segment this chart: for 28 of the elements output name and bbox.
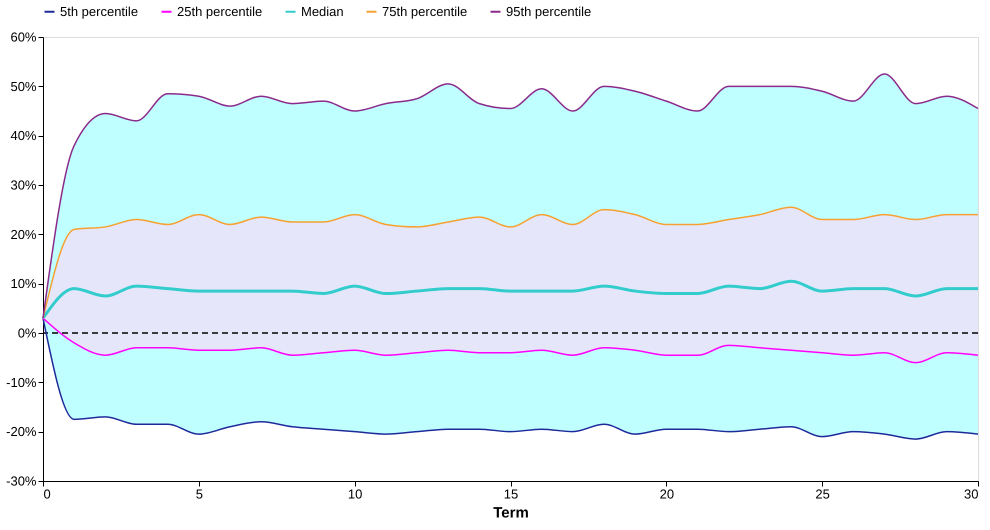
y-tick-label: 30% [10, 178, 37, 192]
y-tick-label: -20% [6, 424, 37, 440]
line-series [42, 73, 979, 319]
legend-label: Median [301, 4, 344, 19]
legend-label: 5th percentile [60, 4, 138, 19]
x-tick-label: 5 [196, 486, 203, 502]
x-tick-label: 10 [348, 486, 362, 502]
x-tick-label: 0 [44, 486, 51, 502]
y-tick-label: -30% [6, 474, 37, 488]
y-tick-label: 60% [10, 30, 37, 44]
y-tick-label: 10% [10, 276, 37, 292]
x-tick-label: 20 [660, 486, 674, 502]
x-axis-title: Term [493, 504, 529, 522]
y-tick-label: 50% [10, 78, 37, 94]
legend-label: 95th percentile [506, 4, 592, 19]
y-tick-label: 40% [10, 128, 37, 144]
line-series [42, 206, 979, 319]
y-tick-label: 0% [18, 326, 37, 340]
y-tick-label: 20% [10, 226, 37, 242]
line-series [42, 317, 979, 364]
x-tick-label: 25 [815, 486, 830, 502]
x-tick-label: 15 [504, 486, 518, 502]
legend-label: 75th percentile [382, 4, 468, 19]
y-tick-label: -10% [6, 374, 37, 390]
x-tick-label: 30 [964, 486, 978, 502]
legend-label: 25th percentile [177, 4, 262, 19]
line-series [42, 280, 980, 320]
line-series [42, 317, 979, 440]
